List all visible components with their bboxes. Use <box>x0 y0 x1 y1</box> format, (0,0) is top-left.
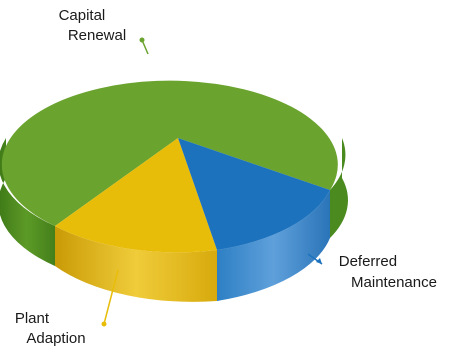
slice-deferred-maintenance <box>178 138 330 250</box>
label-plant-adaption: Plant Adaption <box>15 310 86 347</box>
leader-line-capital-renewal <box>141 39 149 55</box>
slice-side-capital-renewal-right <box>330 138 348 238</box>
leader-dot-plant-adaption <box>101 321 107 327</box>
leader-arrow-deferred-maintenance <box>316 258 322 264</box>
slice-side-plant-adaption <box>55 226 217 302</box>
slice-side-capital-renewal <box>0 138 55 266</box>
slice-plant-adaption <box>55 138 217 253</box>
label-capital-renewal: Capital Renewal <box>59 7 127 44</box>
leader-line-plant-adaption <box>103 269 119 325</box>
slice-capital-renewal <box>1 80 338 226</box>
label-deferred-maintenance: Deferred Maintenance <box>339 253 437 291</box>
slice-side-deferred-maintenance <box>217 190 330 301</box>
leader-dot-capital-renewal <box>139 37 145 43</box>
